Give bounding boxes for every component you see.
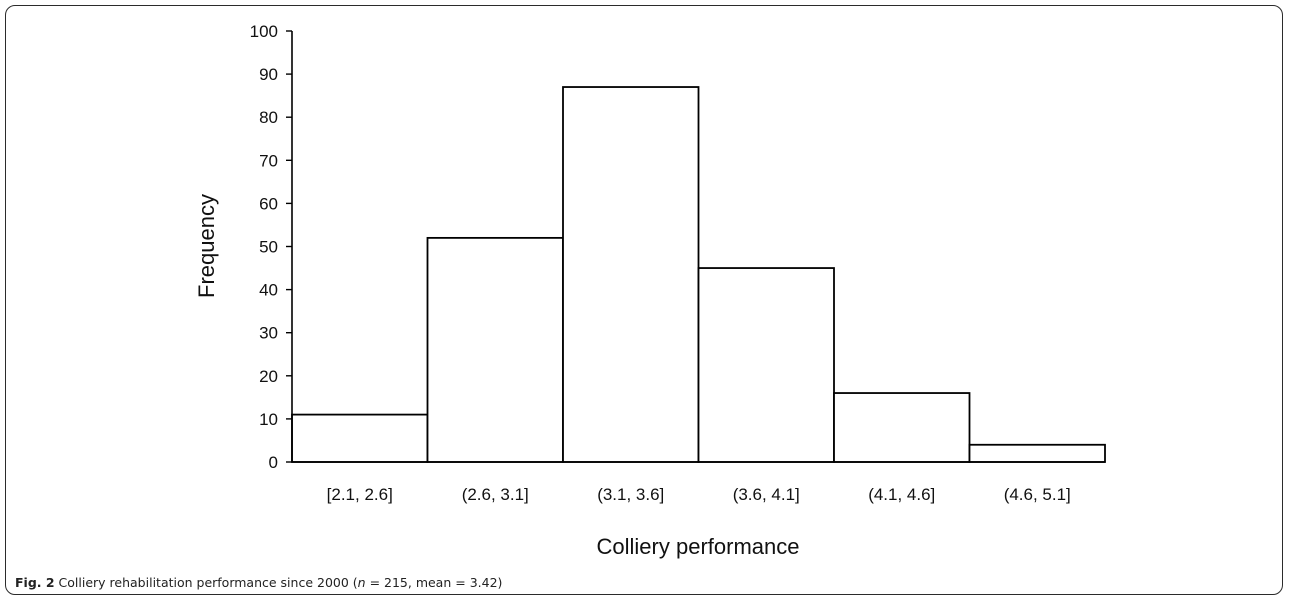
y-tick-label-70: 70 xyxy=(259,151,278,170)
y-tick-label-100: 100 xyxy=(250,22,278,41)
y-ticks-group: 0 10 20 30 40 50 60 70 80 90 100 xyxy=(250,22,292,472)
x-tick-label-4: (3.6, 4.1] xyxy=(733,485,800,504)
bar-1 xyxy=(291,413,429,463)
bar-6 xyxy=(968,443,1106,463)
caption-n-symbol: n xyxy=(357,575,366,590)
y-tick-label-50: 50 xyxy=(259,238,278,257)
y-tick-label-90: 90 xyxy=(259,65,278,84)
y-axis-title: Frequency xyxy=(194,194,219,298)
y-tick-label-40: 40 xyxy=(259,281,278,300)
bars-group xyxy=(291,86,1106,463)
x-tick-label-6: (4.6, 5.1] xyxy=(1004,485,1071,504)
x-ticks-group: [2.1, 2.6] (2.6, 3.1] (3.1, 3.6] (3.6, 4.1]… xyxy=(327,485,1071,504)
y-tick-label-10: 10 xyxy=(259,410,278,429)
bar-3 xyxy=(562,86,700,463)
x-axis-title: Colliery performance xyxy=(597,534,800,559)
x-tick-label-5: (4.1, 4.6] xyxy=(868,485,935,504)
bar-5 xyxy=(833,392,971,463)
x-tick-label-3: (3.1, 3.6] xyxy=(597,485,664,504)
caption-text-before: Colliery rehabilitation performance sinc… xyxy=(54,575,358,590)
caption-text-after: = 215, mean = 3.42) xyxy=(365,575,503,590)
y-tick-label-80: 80 xyxy=(259,108,278,127)
y-tick-label-0: 0 xyxy=(269,453,278,472)
figure-label: Fig. 2 xyxy=(15,575,55,590)
figure-caption: Fig. 2 Colliery rehabilitation performan… xyxy=(15,575,502,590)
x-tick-label-2: (2.6, 3.1] xyxy=(462,485,529,504)
bar-4 xyxy=(697,267,835,463)
x-tick-label-1: [2.1, 2.6] xyxy=(327,485,393,504)
bar-2 xyxy=(426,236,564,463)
y-tick-label-20: 20 xyxy=(259,367,278,386)
y-tick-label-60: 60 xyxy=(259,194,278,213)
y-tick-label-30: 30 xyxy=(259,324,278,343)
